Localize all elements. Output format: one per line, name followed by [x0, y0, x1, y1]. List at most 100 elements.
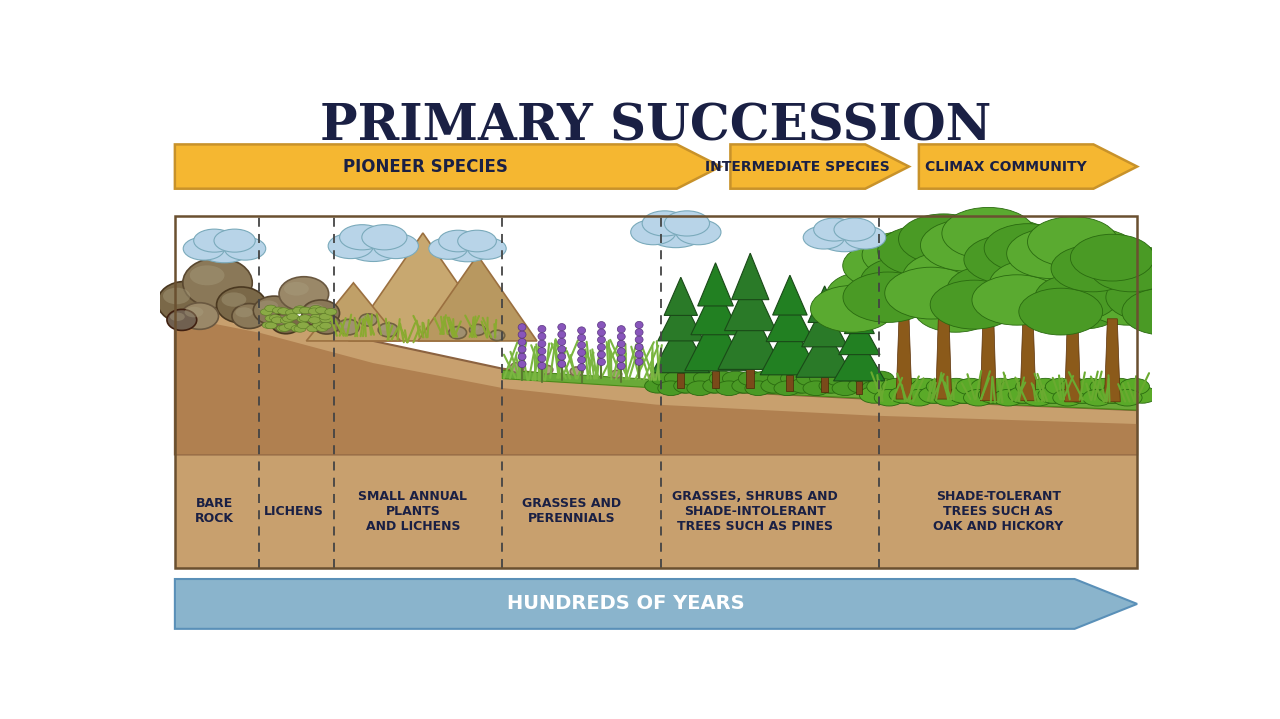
Circle shape	[273, 307, 284, 313]
Circle shape	[1083, 275, 1174, 325]
Circle shape	[914, 285, 997, 332]
Circle shape	[937, 257, 1027, 307]
Circle shape	[278, 308, 289, 314]
Circle shape	[1009, 387, 1038, 403]
Circle shape	[954, 272, 1044, 322]
Circle shape	[643, 211, 687, 236]
Circle shape	[978, 387, 1009, 403]
Circle shape	[790, 378, 817, 393]
Circle shape	[716, 381, 742, 395]
FancyBboxPatch shape	[746, 370, 754, 388]
Ellipse shape	[490, 330, 504, 341]
Polygon shape	[936, 305, 951, 399]
Ellipse shape	[221, 293, 246, 307]
Circle shape	[374, 234, 419, 259]
FancyBboxPatch shape	[677, 372, 685, 388]
Polygon shape	[731, 145, 909, 188]
Circle shape	[942, 239, 1034, 291]
Text: SMALL ANNUAL
PLANTS
AND LICHENS: SMALL ANNUAL PLANTS AND LICHENS	[358, 490, 467, 533]
Circle shape	[919, 387, 948, 403]
Circle shape	[931, 280, 1018, 329]
Circle shape	[803, 381, 829, 395]
Polygon shape	[808, 286, 841, 322]
Circle shape	[809, 371, 836, 386]
Circle shape	[300, 307, 311, 313]
Circle shape	[722, 371, 749, 386]
Ellipse shape	[635, 358, 643, 365]
Circle shape	[265, 305, 276, 312]
Polygon shape	[691, 283, 740, 335]
Circle shape	[716, 374, 742, 388]
Circle shape	[1023, 381, 1053, 398]
Ellipse shape	[558, 338, 566, 345]
Ellipse shape	[166, 309, 197, 331]
Circle shape	[658, 381, 684, 395]
Circle shape	[287, 313, 298, 320]
Ellipse shape	[518, 360, 526, 367]
Circle shape	[1051, 245, 1135, 292]
Circle shape	[319, 313, 332, 320]
Ellipse shape	[360, 313, 378, 326]
Polygon shape	[896, 316, 911, 399]
Circle shape	[984, 254, 1071, 303]
Ellipse shape	[635, 344, 643, 351]
Polygon shape	[652, 319, 709, 372]
Polygon shape	[698, 262, 733, 306]
Ellipse shape	[518, 324, 526, 331]
Circle shape	[631, 219, 676, 244]
Ellipse shape	[598, 329, 605, 336]
Ellipse shape	[279, 277, 329, 311]
Circle shape	[1083, 381, 1112, 398]
Circle shape	[863, 232, 946, 278]
Ellipse shape	[183, 258, 252, 308]
Text: INTERMEDIATE SPECIES: INTERMEDIATE SPECIES	[705, 160, 890, 173]
Circle shape	[687, 381, 713, 395]
Polygon shape	[760, 319, 819, 375]
Circle shape	[316, 325, 328, 331]
Circle shape	[1052, 381, 1083, 398]
Circle shape	[827, 271, 910, 318]
Ellipse shape	[511, 362, 524, 372]
Ellipse shape	[184, 307, 204, 317]
Circle shape	[1046, 378, 1075, 395]
Polygon shape	[718, 304, 782, 370]
Circle shape	[904, 390, 934, 406]
Circle shape	[890, 387, 919, 403]
Ellipse shape	[538, 362, 545, 370]
Ellipse shape	[558, 346, 566, 353]
Circle shape	[271, 317, 283, 324]
Circle shape	[919, 387, 948, 403]
Text: LICHENS: LICHENS	[264, 505, 324, 518]
Circle shape	[911, 378, 941, 395]
Polygon shape	[767, 294, 814, 342]
FancyBboxPatch shape	[786, 375, 794, 391]
Circle shape	[941, 378, 972, 395]
Circle shape	[758, 378, 785, 393]
Circle shape	[439, 230, 477, 252]
Circle shape	[745, 381, 771, 395]
Circle shape	[899, 245, 989, 296]
Circle shape	[1028, 216, 1117, 267]
Circle shape	[964, 381, 993, 398]
Text: HUNDREDS OF YEARS: HUNDREDS OF YEARS	[507, 595, 745, 613]
Circle shape	[942, 207, 1034, 260]
Polygon shape	[724, 275, 776, 331]
Circle shape	[308, 308, 320, 315]
Circle shape	[867, 378, 896, 395]
Polygon shape	[838, 317, 879, 354]
Circle shape	[320, 322, 332, 329]
Polygon shape	[348, 233, 498, 341]
Ellipse shape	[617, 340, 625, 347]
Circle shape	[861, 381, 887, 395]
Circle shape	[673, 378, 700, 393]
Circle shape	[874, 390, 904, 406]
Ellipse shape	[538, 340, 545, 347]
Text: GRASSES AND
PERENNIALS: GRASSES AND PERENNIALS	[522, 498, 621, 525]
Ellipse shape	[558, 360, 566, 367]
Circle shape	[774, 374, 800, 388]
Ellipse shape	[361, 316, 370, 321]
Circle shape	[1105, 378, 1134, 395]
Circle shape	[927, 378, 956, 395]
Ellipse shape	[635, 321, 643, 329]
Circle shape	[687, 374, 713, 388]
